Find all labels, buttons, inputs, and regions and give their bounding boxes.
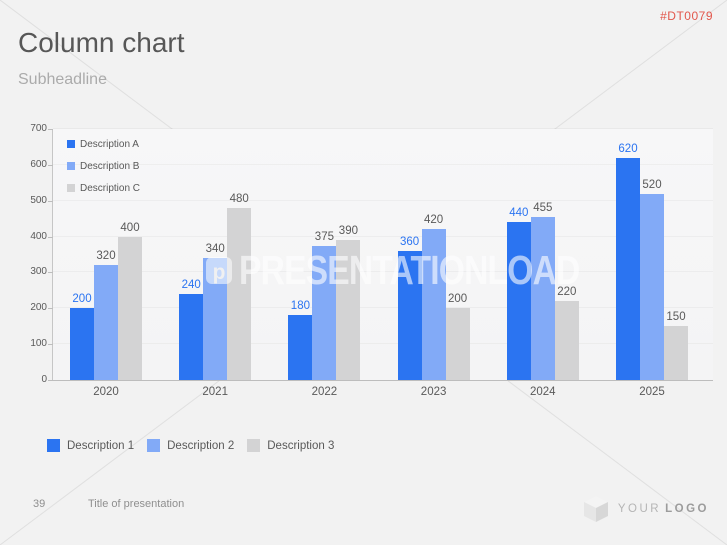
legend-label-3: Description 3	[267, 439, 335, 452]
bar-value-label: 420	[424, 214, 444, 226]
cube-icon	[583, 496, 608, 522]
y-axis-tick	[48, 200, 53, 202]
page-number: 39	[33, 498, 46, 510]
bar-value-label: 520	[642, 179, 662, 191]
legend-swatch-1	[47, 439, 60, 452]
legend-item-3: Description 3	[247, 439, 334, 452]
chart-bar	[70, 308, 94, 380]
gridline	[53, 164, 713, 165]
chart-bar	[506, 222, 531, 380]
chart-bar	[227, 208, 252, 380]
legend-item-1: Description 1	[47, 439, 134, 452]
bar-value-label: 390	[338, 225, 358, 237]
chart-bar	[288, 315, 313, 380]
bar-value-label: 480	[229, 193, 249, 205]
placeholder-logo: YOUR LOGO	[583, 496, 709, 522]
chart-bar	[640, 194, 664, 380]
legend-item-2: Description 2	[147, 439, 234, 452]
x-axis-label: 2024	[530, 386, 556, 398]
gridline	[53, 307, 713, 308]
x-axis-label: 2022	[311, 386, 338, 398]
bar-value-label: 340	[205, 243, 225, 255]
y-axis-tick	[48, 236, 53, 238]
chart-legend-item: Description C	[67, 181, 140, 195]
column-chart-plot: Description A Description B Description C …	[30, 123, 713, 398]
bar-value-label: 220	[557, 286, 577, 298]
logo-text-bold: LOGO	[665, 503, 709, 515]
gridline	[53, 343, 713, 344]
y-axis-tick	[48, 164, 53, 166]
y-axis-tick	[48, 380, 53, 381]
legend-label-2: Description 2	[167, 439, 235, 452]
template-code: #DT0079	[660, 9, 713, 23]
y-axis-tick	[48, 308, 53, 310]
chart-legend-swatch	[67, 140, 75, 148]
x-axis-label: 2020	[93, 386, 119, 398]
bar-value-label: 620	[618, 143, 638, 155]
x-axis-label: 2025	[639, 386, 665, 398]
gridline	[53, 200, 713, 201]
chart-bar	[616, 158, 640, 380]
bar-value-label: 240	[181, 279, 201, 291]
logo-text-light: YOUR	[617, 503, 662, 515]
gridline	[53, 271, 713, 272]
x-axis-label: 2021	[202, 386, 228, 398]
page-title: Column chart	[18, 27, 185, 58]
y-axis-label: 700	[30, 123, 47, 134]
page-subtitle: Subheadline	[18, 71, 107, 88]
bar-value-label: 440	[509, 207, 529, 219]
bar-value-label: 320	[96, 250, 116, 262]
logo-text: YOUR LOGO	[618, 503, 709, 515]
bar-value-label: 375	[314, 231, 334, 243]
footer-title: Title of presentation	[88, 498, 185, 510]
chart-bar	[397, 251, 422, 380]
y-axis-tick	[48, 272, 53, 274]
chart-bar	[203, 258, 228, 380]
chart-bar	[118, 237, 142, 380]
y-axis-label: 300	[30, 266, 47, 278]
y-axis-label: 600	[30, 158, 47, 170]
x-axis-label: 2023	[420, 386, 447, 398]
chart-legend-swatch	[67, 184, 75, 192]
chart-legend-label: Description A	[80, 138, 139, 150]
legend-label-1: Description 1	[67, 439, 135, 452]
bar-value-label: 360	[400, 236, 420, 248]
chart-bar	[530, 217, 555, 380]
chart-bar	[312, 246, 337, 380]
gridline	[53, 128, 713, 129]
chart-legend-item: Description A	[67, 137, 140, 151]
legend-swatch-3	[247, 439, 261, 452]
chart-legend: Description A Description B Description C	[67, 137, 140, 203]
y-axis-label: 200	[30, 302, 47, 314]
y-axis-label: 0	[41, 374, 47, 385]
chart-bar	[664, 326, 688, 380]
chart-legend-item: Description B	[67, 159, 140, 173]
y-axis-label: 500	[30, 194, 47, 206]
bar-value-label: 200	[72, 293, 92, 305]
bar-value-label: 400	[120, 222, 140, 234]
bar-value-label: 180	[290, 300, 310, 312]
chart-bar	[445, 308, 470, 380]
chart-legend-label: Description C	[80, 182, 141, 194]
y-axis-label: 100	[30, 338, 47, 350]
legend-swatch-2	[147, 439, 161, 452]
chart-legend-label: Description B	[80, 160, 140, 172]
y-axis-tick	[48, 129, 53, 130]
y-axis-tick	[48, 344, 53, 346]
chart-bar	[94, 265, 118, 380]
bottom-legend: Description 1 Description 2 Description …	[47, 439, 347, 452]
bar-value-label: 150	[666, 311, 686, 323]
chart-bar	[179, 294, 204, 380]
chart-bar	[421, 229, 446, 380]
bar-value-label: 455	[533, 202, 553, 214]
bar-value-label: 200	[448, 293, 468, 305]
chart-bar	[554, 301, 579, 380]
chart-bar	[336, 240, 361, 380]
y-axis-label: 400	[30, 230, 47, 242]
chart-legend-swatch	[67, 162, 75, 170]
